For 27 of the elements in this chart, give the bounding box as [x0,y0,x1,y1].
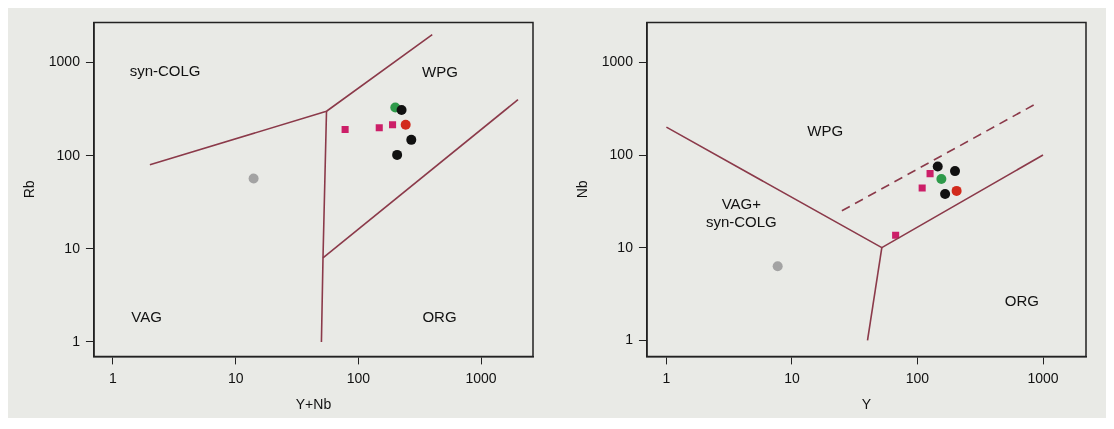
y-tick-label: 100 [609,145,634,162]
y-tick-label: 1 [625,331,634,348]
y-axis-title: Rb [21,180,38,199]
annotation: syn-COLG [129,62,201,80]
x-axis-title: Y [861,396,872,413]
y-axis-title: Nb [574,180,591,199]
annotation: WPG [807,122,844,140]
annotation: ORG [422,307,457,325]
x-axis-title: Y+Nb [295,396,332,413]
annotation: VAG+ syn-COLG [705,194,777,230]
y-tick-label: 1 [72,332,81,349]
x-tick-label: 1000 [1027,369,1059,386]
annotation: WPG [422,63,458,81]
x-tick-label: 1 [662,369,671,386]
y-tick-label: 10 [64,239,81,256]
annotation: VAG [131,307,162,325]
x-tick-label: 10 [227,369,244,386]
y-tick-label: 100 [56,146,81,163]
x-tick-label: 1000 [465,369,497,386]
y-tick-label: 10 [617,238,634,255]
y-tick-label: 1000 [601,53,634,70]
x-tick-label: 100 [346,369,371,386]
x-tick-label: 10 [784,369,800,386]
y-tick-label: 1000 [48,53,81,70]
x-tick-label: 1 [109,369,118,386]
x-tick-label: 100 [905,369,930,386]
annotation: ORG [1004,292,1039,310]
